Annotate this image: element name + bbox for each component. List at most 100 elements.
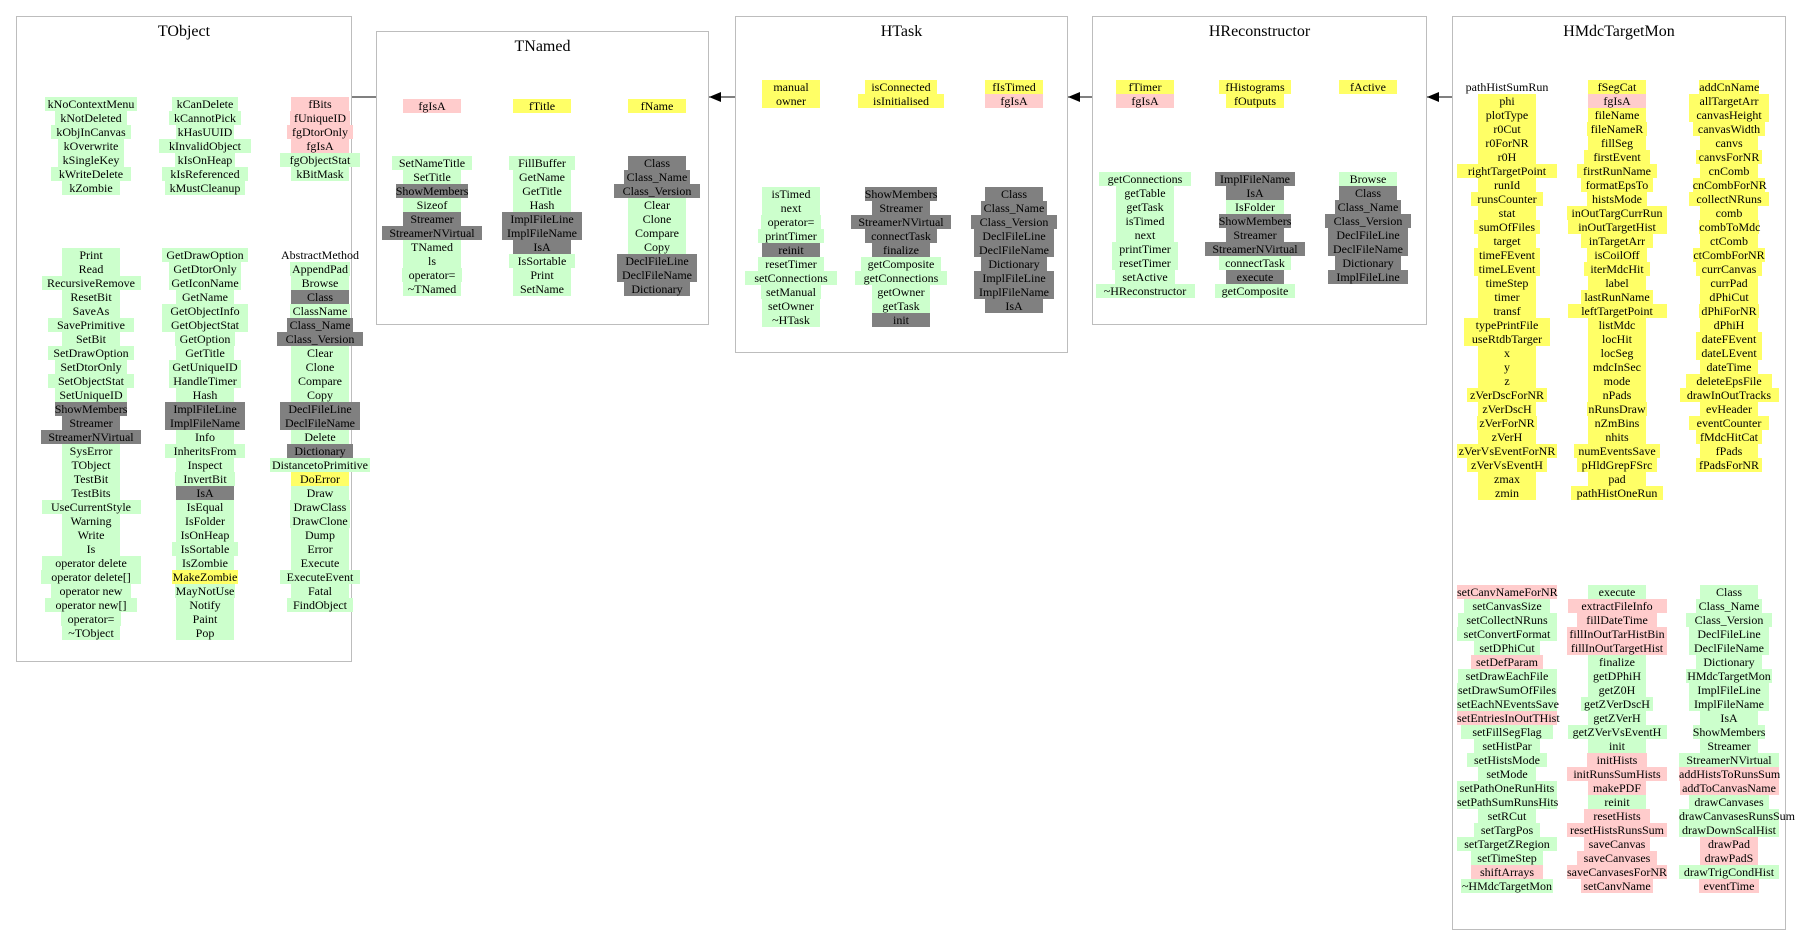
class-member: IsA bbox=[513, 240, 571, 254]
class-member: IsOnHeap bbox=[176, 528, 234, 542]
class-member: fgDtorOnly bbox=[287, 125, 353, 139]
class-member: getComposite bbox=[1215, 284, 1295, 298]
class-member: locSeg bbox=[1588, 346, 1646, 360]
class-member: addToCanvasName bbox=[1679, 781, 1779, 795]
class-member: init bbox=[1588, 739, 1646, 753]
class-member: timeStep bbox=[1478, 276, 1536, 290]
class-member: Copy bbox=[291, 388, 349, 402]
class-member: DeclFileName bbox=[1328, 242, 1408, 256]
class-member: IsSortable bbox=[509, 254, 575, 268]
class-member: timeLEvent bbox=[1474, 262, 1540, 276]
class-member: kIsReferenced bbox=[162, 167, 248, 181]
class-member: fgIsA bbox=[1588, 94, 1646, 108]
class-member: zVerVsEventH bbox=[1467, 458, 1547, 472]
class-member: ImplFileLine bbox=[974, 271, 1054, 285]
class-tnamed: TNamed fgIsA fTitle fName SetNameTitle SetTi… bbox=[376, 31, 709, 325]
class-member: Streamer bbox=[403, 212, 461, 226]
class-member: operator delete bbox=[41, 556, 141, 570]
class-member: Class_Name bbox=[981, 201, 1047, 215]
class-member: Info bbox=[176, 430, 234, 444]
class-member: isInitialised bbox=[858, 94, 944, 108]
class-member: canvsForNR bbox=[1696, 150, 1762, 164]
class-member: zVerDscH bbox=[1478, 402, 1536, 416]
class-member: ShowMembers bbox=[864, 187, 938, 201]
class-member: firstRunName bbox=[1577, 164, 1657, 178]
class-member: owner bbox=[762, 94, 820, 108]
member-column: Class Class_Name Class_Version DeclFileLine… bbox=[1679, 585, 1795, 893]
class-member: fgIsA bbox=[1116, 94, 1174, 108]
class-member: UseCurrentStyle bbox=[41, 500, 141, 514]
class-title: TObject bbox=[157, 23, 211, 40]
class-member: pathHistOneRun bbox=[1570, 486, 1664, 500]
class-member: dPhiForNR bbox=[1699, 304, 1759, 318]
class-member: setDPhiCut bbox=[1474, 641, 1540, 655]
class-member: AbstractMethod bbox=[281, 248, 359, 262]
class-member: nZmBins bbox=[1588, 416, 1646, 430]
class-member: Class bbox=[1339, 186, 1397, 200]
member-column: manual owner bbox=[741, 80, 841, 108]
class-member: eventCounter bbox=[1689, 416, 1769, 430]
class-member: fHistograms bbox=[1218, 80, 1292, 94]
class-member: setActive bbox=[1115, 270, 1175, 284]
class-member: InvertBit bbox=[175, 472, 235, 486]
class-member: setTargetZRegion bbox=[1457, 837, 1557, 851]
class-member: fillDateTime bbox=[1577, 613, 1657, 627]
class-member: getZVerVsEventH bbox=[1567, 725, 1667, 739]
class-member: currPad bbox=[1700, 276, 1758, 290]
class-member: RecursiveRemove bbox=[41, 276, 141, 290]
member-column: Browse Class Class_Name Class_Version DeclFi… bbox=[1318, 172, 1418, 284]
class-member: drawDownScalHist bbox=[1679, 823, 1779, 837]
class-member: Notify bbox=[176, 598, 234, 612]
class-member: GetTitle bbox=[513, 184, 571, 198]
class-member: Hash bbox=[176, 388, 234, 402]
class-member: isCoilOff bbox=[1587, 248, 1647, 262]
member-column: fActive bbox=[1318, 80, 1418, 94]
class-member: Draw bbox=[291, 486, 349, 500]
class-member: isTimed bbox=[762, 187, 820, 201]
class-member: reinit bbox=[1588, 795, 1646, 809]
class-member: fgObjectStat bbox=[280, 153, 360, 167]
class-member: kSingleKey bbox=[58, 153, 124, 167]
class-member: setDefParam bbox=[1470, 655, 1544, 669]
class-member: Clear bbox=[291, 346, 349, 360]
class-member: DeclFileLine bbox=[1328, 228, 1408, 242]
class-member: transf bbox=[1478, 304, 1536, 318]
member-column: fSegCat fgIsA fileName fileNameR fillSeg firs… bbox=[1567, 80, 1667, 500]
class-member: IsA bbox=[1226, 186, 1284, 200]
class-member: getConnections bbox=[1098, 172, 1192, 186]
class-member: ~HMdcTargetMon bbox=[1460, 879, 1554, 893]
member-column: Class Class_Name Class_Version Clear Clone Co… bbox=[607, 156, 707, 296]
class-member: zVerForNR bbox=[1477, 416, 1537, 430]
class-member: GetUniqueID bbox=[168, 360, 242, 374]
class-member: setCanvNameForNR bbox=[1457, 585, 1558, 599]
class-member: iterMdcHit bbox=[1584, 262, 1650, 276]
class-member: execute bbox=[1226, 270, 1284, 284]
class-member: operator= bbox=[761, 215, 821, 229]
class-member: setMode bbox=[1478, 767, 1536, 781]
class-member: runsCounter bbox=[1470, 192, 1544, 206]
class-member: drawCanvases bbox=[1689, 795, 1769, 809]
class-member: isTimed bbox=[1116, 214, 1174, 228]
class-member: IsSortable bbox=[172, 542, 238, 556]
class-member: setCanvasSize bbox=[1464, 599, 1550, 613]
member-column: fBits fUniqueID fgDtorOnly fgIsA fgObjectSta… bbox=[270, 97, 370, 181]
class-member: comb bbox=[1700, 206, 1758, 220]
class-member: Clone bbox=[628, 212, 686, 226]
class-member: SavePrimitive bbox=[48, 318, 134, 332]
class-member: fMdcHitCat bbox=[1696, 430, 1762, 444]
class-member: x bbox=[1478, 346, 1536, 360]
class-member: Browse bbox=[291, 276, 349, 290]
class-member: ImplFileLine bbox=[165, 402, 245, 416]
class-member: connectTask bbox=[1218, 256, 1292, 270]
class-member: isConnected bbox=[864, 80, 938, 94]
class-member: AppendPad bbox=[290, 262, 350, 276]
class-member: kNoContextMenu bbox=[44, 97, 138, 111]
class-member: execute bbox=[1588, 585, 1646, 599]
class-member: dPhiH bbox=[1700, 318, 1758, 332]
class-member: Class_Name bbox=[1696, 599, 1762, 613]
member-column: fName bbox=[607, 99, 707, 113]
class-member: printTimer bbox=[1112, 242, 1178, 256]
class-member: y bbox=[1478, 360, 1536, 374]
class-member: fName bbox=[628, 99, 686, 113]
class-member: stat bbox=[1478, 206, 1536, 220]
